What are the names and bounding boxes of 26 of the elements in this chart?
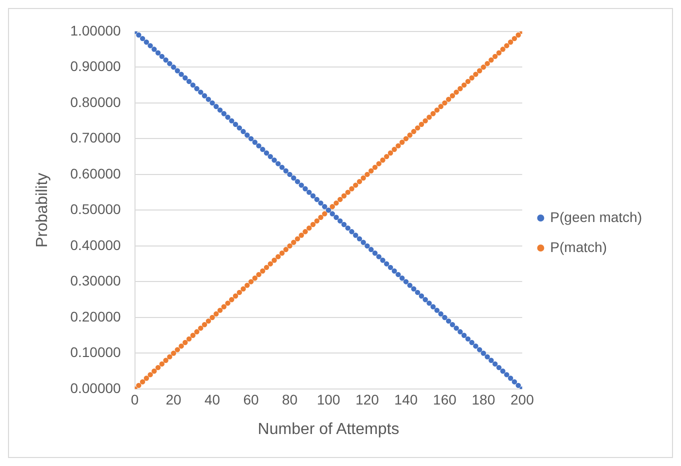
- y-tick-label: 0.20000: [70, 308, 122, 324]
- x-tick-label: 200: [510, 391, 534, 408]
- y-axis-title: Probability: [34, 172, 52, 248]
- y-tick-label: 0.10000: [70, 344, 122, 360]
- y-tick-label: 0.70000: [70, 130, 122, 146]
- y-tick-label: 0.30000: [70, 272, 122, 289]
- x-tick-label: 160: [433, 391, 457, 408]
- y-tick-label: 0.40000: [70, 236, 122, 253]
- y-tick-label: 1.00000: [70, 22, 122, 38]
- x-tick-label: 140: [394, 391, 418, 408]
- y-tick-label: 0.50000: [70, 201, 122, 218]
- x-tick-label: 180: [472, 391, 496, 408]
- y-tick-label: 0.90000: [70, 58, 122, 74]
- x-tick-label: 120: [356, 391, 380, 408]
- y-tick-label: 0.80000: [70, 94, 122, 110]
- x-tick-label: 20: [166, 391, 182, 408]
- x-tick-label: 100: [316, 391, 340, 408]
- legend-label: P(match): [550, 238, 607, 255]
- y-tick-label: 0.60000: [70, 165, 122, 182]
- legend-label: P(geen match): [550, 208, 642, 225]
- x-axis-title: Number of Attempts: [258, 420, 400, 438]
- y-tick-label: 0.00000: [70, 380, 122, 396]
- x-tick-label: 60: [243, 391, 260, 408]
- x-tick-label: 80: [282, 391, 298, 408]
- x-tick-label: 40: [204, 391, 220, 408]
- x-tick-label: 0: [130, 391, 139, 408]
